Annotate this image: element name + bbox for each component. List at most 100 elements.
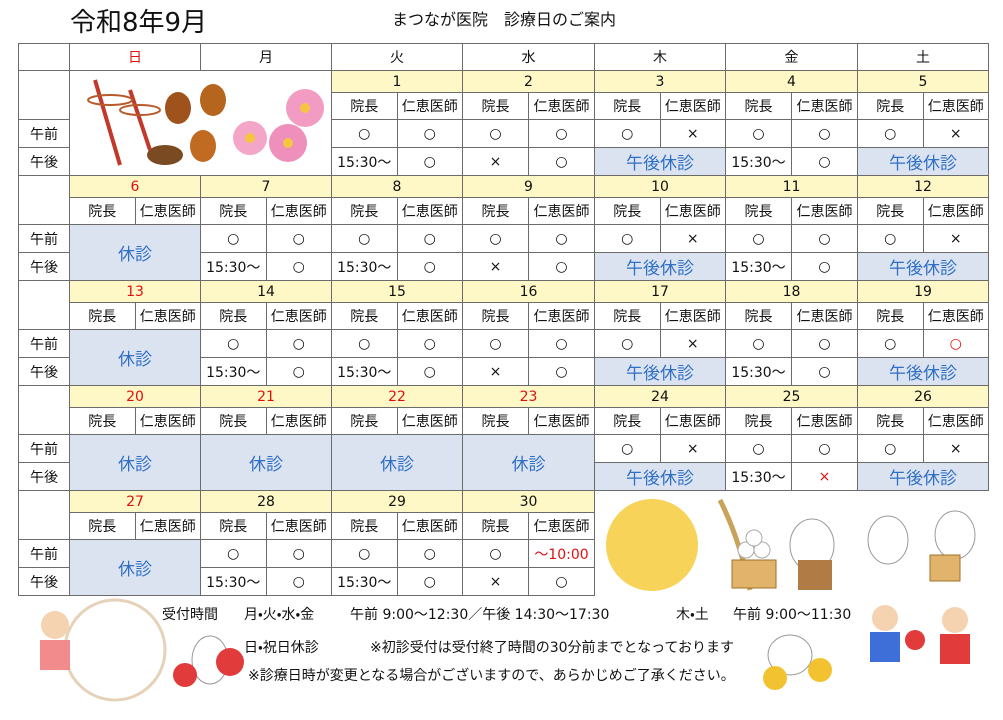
schedule-mark: ○ xyxy=(594,329,661,358)
schedule-mark: 15:30～ xyxy=(200,357,267,386)
doctor-label: 仁恵医師 xyxy=(528,512,595,540)
afternoon-closed: 午後休診 xyxy=(857,462,989,491)
doctor-label: 仁恵医師 xyxy=(659,407,726,435)
schedule-mark: ○ xyxy=(528,224,595,253)
doctor-label: 院長 xyxy=(462,407,529,435)
schedule-mark: ○ xyxy=(594,119,661,148)
weekday-header: 金 xyxy=(725,43,858,71)
doctor-label: 仁恵医師 xyxy=(396,197,463,225)
schedule-mark: ○ xyxy=(331,119,398,148)
weekday-header: 火 xyxy=(331,43,463,71)
date-cell: 15 xyxy=(331,280,463,303)
corner-cell xyxy=(18,43,70,71)
schedule-mark: 15:30～ xyxy=(331,357,398,386)
left-blank xyxy=(18,490,70,540)
schedule-mark: 15:30～ xyxy=(725,147,792,176)
doctor-label: 仁恵医師 xyxy=(134,302,201,330)
period-label: 午前 xyxy=(18,224,70,253)
schedule-mark: ○ xyxy=(791,357,858,386)
doctor-label: 院長 xyxy=(462,197,529,225)
doctor-label: 仁恵医師 xyxy=(922,197,989,225)
moon-illustration xyxy=(606,498,976,591)
schedule-mark: ○ xyxy=(857,329,924,358)
closed-day: 休診 xyxy=(69,434,201,491)
schedule-mark: ○ xyxy=(725,224,792,253)
doctor-label: 仁恵医師 xyxy=(791,407,858,435)
doctor-label: 院長 xyxy=(594,197,661,225)
left-blank xyxy=(18,70,70,120)
period-label: 午後 xyxy=(18,462,70,491)
schedule-mark: ○ xyxy=(528,357,595,386)
doctor-label: 仁恵医師 xyxy=(265,302,332,330)
doctor-label: 院長 xyxy=(725,92,792,120)
schedule-mark: ○ xyxy=(594,224,661,253)
reception-days: 木・土 xyxy=(676,607,709,623)
closed-day: 休診 xyxy=(69,224,201,281)
doctor-label: 院長 xyxy=(857,92,924,120)
doctor-label: 院長 xyxy=(200,197,267,225)
first-visit-note: ※初診受付は受付終了時間の30分前までとなっております xyxy=(370,640,735,656)
schedule-mark: ○ xyxy=(528,147,595,176)
doctor-label: 院長 xyxy=(69,407,136,435)
doctor-label: 仁恵医師 xyxy=(659,92,726,120)
schedule-mark: ○ xyxy=(331,329,398,358)
schedule-mark: ○ xyxy=(265,252,332,281)
schedule-mark: ○ xyxy=(791,252,858,281)
schedule-mark: ○ xyxy=(791,434,858,463)
date-cell: 6 xyxy=(69,175,201,198)
date-cell: 24 xyxy=(594,385,726,408)
doctor-label: 院長 xyxy=(331,512,398,540)
schedule-mark: × xyxy=(922,224,989,253)
period-label: 午後 xyxy=(18,357,70,386)
schedule-mark: ○ xyxy=(857,119,924,148)
afternoon-closed: 午後休診 xyxy=(594,252,726,281)
doctor-label: 院長 xyxy=(462,302,529,330)
schedule-mark: ○ xyxy=(396,329,463,358)
schedule-mark: × xyxy=(659,224,726,253)
date-cell: 3 xyxy=(594,70,726,93)
schedule-mark: 15:30～ xyxy=(200,252,267,281)
schedule-mark: ○ xyxy=(791,119,858,148)
date-cell: 8 xyxy=(331,175,463,198)
weekday-header: 土 xyxy=(857,43,989,71)
doctor-label: 院長 xyxy=(462,92,529,120)
doctor-label: 仁恵医師 xyxy=(659,302,726,330)
doctor-label: 院長 xyxy=(857,302,924,330)
doctor-label: 仁恵医師 xyxy=(396,512,463,540)
date-cell: 27 xyxy=(69,490,201,513)
schedule-mark: ○ xyxy=(200,329,267,358)
doctor-label: 院長 xyxy=(857,407,924,435)
reception-hours: 午前 9:00～12:30／午後 14:30～17:30 xyxy=(350,607,610,623)
closed-day: 休診 xyxy=(331,434,463,491)
schedule-mark: 15:30～ xyxy=(200,567,267,596)
schedule-mark: ○ xyxy=(922,329,989,358)
doctor-label: 院長 xyxy=(594,407,661,435)
doctor-label: 院長 xyxy=(331,302,398,330)
date-cell: 26 xyxy=(857,385,989,408)
doctor-label: 仁恵医師 xyxy=(528,407,595,435)
date-cell: 9 xyxy=(462,175,595,198)
doctor-label: 仁恵医師 xyxy=(396,407,463,435)
schedule-mark: ○ xyxy=(265,224,332,253)
schedule-mark: ○ xyxy=(265,357,332,386)
date-cell: 2 xyxy=(462,70,595,93)
afternoon-closed: 午後休診 xyxy=(857,252,989,281)
doctor-label: 仁恵医師 xyxy=(922,302,989,330)
weekday-header: 水 xyxy=(462,43,595,71)
schedule-mark: ○ xyxy=(396,539,463,568)
date-cell: 28 xyxy=(200,490,332,513)
doctor-label: 院長 xyxy=(725,197,792,225)
schedule-mark: ○ xyxy=(791,224,858,253)
afternoon-closed: 午後休診 xyxy=(594,357,726,386)
schedule-mark: 15:30～ xyxy=(331,567,398,596)
schedule-mark: ○ xyxy=(462,119,529,148)
date-cell: 18 xyxy=(725,280,858,303)
schedule-mark: 15:30～ xyxy=(725,462,792,491)
schedule-mark: ○ xyxy=(725,329,792,358)
schedule-mark: ○ xyxy=(396,357,463,386)
schedule-mark: ○ xyxy=(200,539,267,568)
schedule-mark: ○ xyxy=(528,567,595,596)
schedule-mark: ○ xyxy=(265,329,332,358)
date-cell: 23 xyxy=(462,385,595,408)
schedule-mark: ○ xyxy=(791,329,858,358)
